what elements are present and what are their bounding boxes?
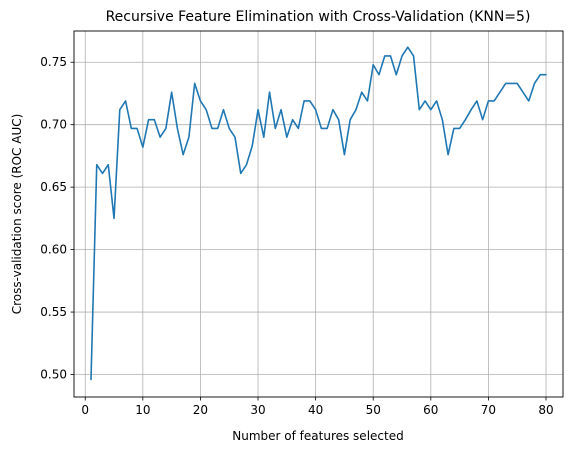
y-axis-label: Cross-validation score (ROC AUC) xyxy=(10,114,24,315)
x-tick-label: 80 xyxy=(538,403,553,417)
x-tick-label: 40 xyxy=(308,403,323,417)
x-tick-label: 0 xyxy=(81,403,89,417)
x-tick-label: 50 xyxy=(366,403,381,417)
y-axis: 0.50 0.55 0.60 0.65 0.70 0.75 xyxy=(40,55,74,382)
chart-title: Recursive Feature Elimination with Cross… xyxy=(106,9,531,25)
y-tick-label: 0.70 xyxy=(40,118,67,132)
x-tick-label: 60 xyxy=(423,403,438,417)
x-axis-label: Number of features selected xyxy=(232,429,403,443)
series-line xyxy=(90,46,547,381)
y-tick-label: 0.75 xyxy=(40,55,67,69)
y-tick-label: 0.50 xyxy=(40,368,67,382)
x-axis: 0 10 20 30 40 50 60 70 80 xyxy=(81,397,554,417)
plot-frame xyxy=(73,30,564,398)
x-tick-label: 30 xyxy=(250,403,265,417)
x-tick-label: 20 xyxy=(193,403,208,417)
plot-area xyxy=(90,46,547,381)
x-tick-label: 10 xyxy=(135,403,150,417)
y-tick-label: 0.65 xyxy=(40,180,67,194)
y-tick-label: 0.60 xyxy=(40,243,67,257)
y-tick-label: 0.55 xyxy=(40,305,67,319)
x-tick-label: 70 xyxy=(481,403,496,417)
grid xyxy=(74,31,563,397)
